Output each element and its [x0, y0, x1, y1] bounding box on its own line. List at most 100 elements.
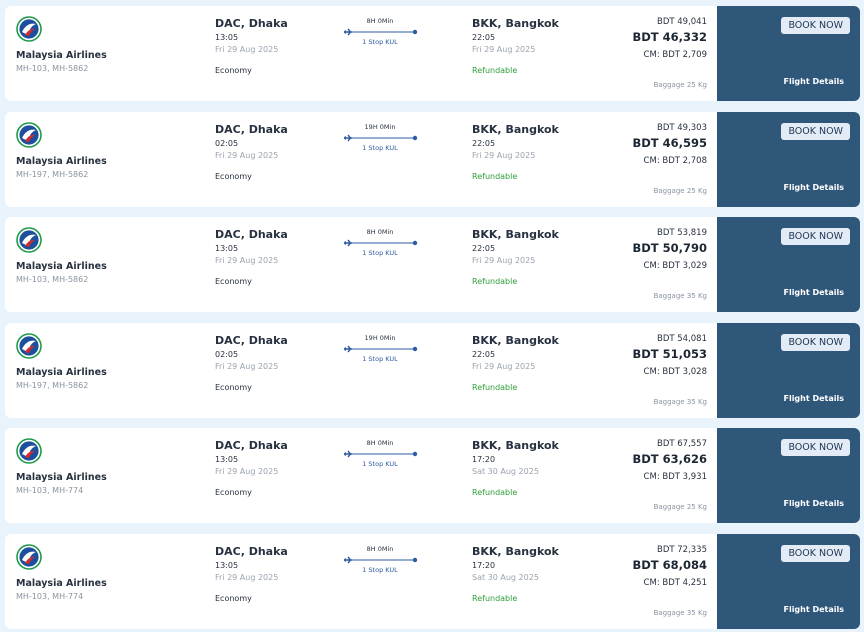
- malaysia-airlines-logo-icon: [16, 121, 42, 148]
- departure-date: Fri 29 Aug 2025: [215, 467, 279, 477]
- baggage-allowance: Baggage 35 Kg: [653, 292, 707, 301]
- flight-card: Malaysia Airlines MH-197, MH-5862 DAC, D…: [5, 111, 860, 207]
- arrival-city: BKK, Bangkok: [472, 439, 559, 453]
- departure-city: DAC, Dhaka: [215, 545, 288, 558]
- route-line-icon: [344, 134, 418, 142]
- departure-time: 13:05: [215, 455, 239, 465]
- flight-details-link[interactable]: Flight Details: [783, 605, 844, 614]
- malaysia-airlines-logo-icon: [16, 227, 42, 253]
- stops-info: 1 Stop KUL: [362, 566, 398, 574]
- original-price: BDT 53,819: [656, 228, 707, 239]
- flight-numbers: MH-197, MH-5862: [16, 380, 89, 390]
- cabin-class: Economy: [215, 66, 252, 75]
- cabin-class: Economy: [215, 171, 252, 181]
- departure-city: DAC, Dhaka: [215, 439, 288, 453]
- baggage-allowance: Baggage 35 Kg: [653, 397, 707, 406]
- stops-info: 1 Stop KUL: [362, 460, 398, 469]
- malaysia-airlines-logo-icon: [16, 438, 42, 465]
- flight-duration: 8H 0Min: [366, 439, 394, 448]
- departure-city: DAC, Dhaka: [215, 17, 288, 30]
- book-now-button[interactable]: BOOK NOW: [781, 122, 850, 140]
- plane-icon: [344, 28, 352, 36]
- departure-city: DAC, Dhaka: [215, 122, 288, 136]
- final-price: BDT 63,626: [632, 452, 707, 467]
- baggage-allowance: Baggage 25 Kg: [653, 81, 707, 89]
- refundable-badge: Refundable: [472, 171, 518, 181]
- refundable-badge: Refundable: [472, 66, 518, 75]
- departure-time: 02:05: [215, 138, 239, 148]
- departure-date: Fri 29 Aug 2025: [215, 573, 279, 582]
- plane-icon: [344, 556, 352, 564]
- cabin-class: Economy: [215, 382, 252, 392]
- route-line-icon: [344, 450, 418, 458]
- flight-details-link[interactable]: Flight Details: [783, 499, 844, 509]
- flight-numbers: MH-197, MH-5862: [16, 169, 89, 179]
- original-price: BDT 72,335: [656, 545, 707, 555]
- arrival-city: BKK, Bangkok: [472, 228, 559, 242]
- arrival-city: BKK, Bangkok: [472, 17, 559, 30]
- refundable-badge: Refundable: [472, 488, 518, 498]
- baggage-allowance: Baggage 25 Kg: [653, 186, 707, 195]
- malaysia-airlines-logo-icon: [16, 16, 42, 42]
- plane-icon: [344, 134, 352, 142]
- stops-info: 1 Stop KUL: [362, 249, 398, 258]
- route-line-icon: [344, 345, 418, 353]
- flight-card: Malaysia Airlines MH-103, MH-774 DAC, Dh…: [5, 428, 860, 524]
- flight-details-link[interactable]: Flight Details: [783, 393, 844, 403]
- route-line-icon: [344, 556, 418, 564]
- final-price: BDT 46,595: [632, 135, 707, 150]
- arrival-date: Fri 29 Aug 2025: [472, 361, 536, 371]
- flight-duration: 8H 0Min: [366, 228, 394, 237]
- arrival-time: 17:20: [472, 455, 496, 465]
- arrival-date: Fri 29 Aug 2025: [472, 256, 536, 266]
- arrival-time: 17:20: [472, 561, 496, 570]
- flight-card: Malaysia Airlines MH-103, MH-5862 DAC, D…: [5, 217, 860, 313]
- airline-name: Malaysia Airlines: [16, 472, 107, 484]
- book-now-button[interactable]: BOOK NOW: [781, 439, 850, 457]
- flight-details-link[interactable]: Flight Details: [783, 182, 844, 192]
- arrival-city: BKK, Bangkok: [472, 122, 559, 136]
- original-price: BDT 49,041: [656, 17, 707, 27]
- departure-date: Fri 29 Aug 2025: [215, 256, 279, 266]
- cabin-class: Economy: [215, 277, 252, 287]
- book-now-button[interactable]: BOOK NOW: [781, 228, 850, 246]
- arrival-date: Sat 30 Aug 2025: [472, 573, 539, 582]
- flight-numbers: MH-103, MH-774: [16, 592, 84, 601]
- flight-card: Malaysia Airlines MH-197, MH-5862 DAC, D…: [5, 322, 860, 418]
- commission-price: CM: BDT 2,708: [643, 155, 707, 166]
- arrival-city: BKK, Bangkok: [472, 333, 559, 347]
- stops-info: 1 Stop KUL: [362, 38, 398, 46]
- book-now-button[interactable]: BOOK NOW: [781, 545, 850, 562]
- malaysia-airlines-logo-icon: [16, 332, 42, 359]
- flight-numbers: MH-103, MH-774: [16, 486, 84, 496]
- flight-details-link[interactable]: Flight Details: [783, 288, 844, 298]
- action-panel: BOOK NOW Flight Details: [717, 217, 860, 313]
- flight-card: Malaysia Airlines MH-103, MH-774 DAC, Dh…: [5, 534, 860, 629]
- final-price: BDT 46,332: [632, 30, 707, 44]
- flight-duration: 8H 0Min: [366, 545, 394, 553]
- departure-date: Fri 29 Aug 2025: [215, 361, 279, 371]
- departure-time: 13:05: [215, 244, 239, 254]
- refundable-badge: Refundable: [472, 382, 518, 392]
- malaysia-airlines-logo-icon: [16, 544, 42, 570]
- route-line-icon: [344, 239, 418, 247]
- commission-price: CM: BDT 2,709: [643, 50, 707, 60]
- arrival-date: Fri 29 Aug 2025: [472, 45, 536, 54]
- flight-duration: 8H 0Min: [366, 17, 394, 25]
- commission-price: CM: BDT 3,931: [643, 472, 707, 483]
- plane-icon: [344, 345, 352, 353]
- arrival-time: 22:05: [472, 138, 496, 148]
- book-now-button[interactable]: BOOK NOW: [781, 17, 850, 34]
- final-price: BDT 68,084: [632, 558, 707, 572]
- final-price: BDT 50,790: [632, 241, 707, 256]
- flight-duration: 19H 0Min: [364, 122, 396, 131]
- flight-details-link[interactable]: Flight Details: [783, 77, 844, 86]
- book-now-button[interactable]: BOOK NOW: [781, 333, 850, 351]
- departure-city: DAC, Dhaka: [215, 333, 288, 347]
- airline-name: Malaysia Airlines: [16, 50, 107, 61]
- refundable-badge: Refundable: [472, 277, 518, 287]
- commission-price: CM: BDT 3,029: [643, 261, 707, 272]
- airline-name: Malaysia Airlines: [16, 155, 107, 167]
- flight-numbers: MH-103, MH-5862: [16, 64, 89, 73]
- departure-time: 02:05: [215, 349, 239, 359]
